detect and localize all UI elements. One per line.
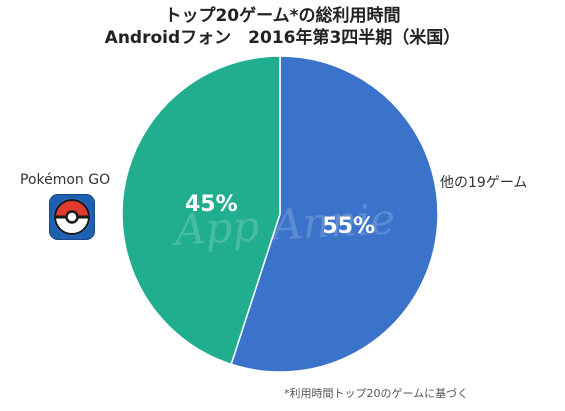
- pie-slice-1: [121, 55, 281, 366]
- pie-slice-0: [230, 55, 439, 373]
- pokeball-app-icon: [49, 194, 95, 240]
- chart-title: トップ20ゲーム*の総利用時間: [164, 6, 401, 26]
- pie-value-label-0: 55%: [322, 214, 375, 239]
- slice-label-pokemon-go: Pokémon GO: [20, 172, 111, 188]
- chart-subtitle: Androidフォン 2016年第3四半期（米国）: [104, 28, 461, 48]
- footnote: *利用時間トップ20のゲームに基づく: [284, 387, 469, 400]
- pokeball-icon: [53, 198, 91, 236]
- pie-value-label-1: 45%: [185, 192, 238, 217]
- slice-label-other-games: 他の19ゲーム: [440, 175, 528, 191]
